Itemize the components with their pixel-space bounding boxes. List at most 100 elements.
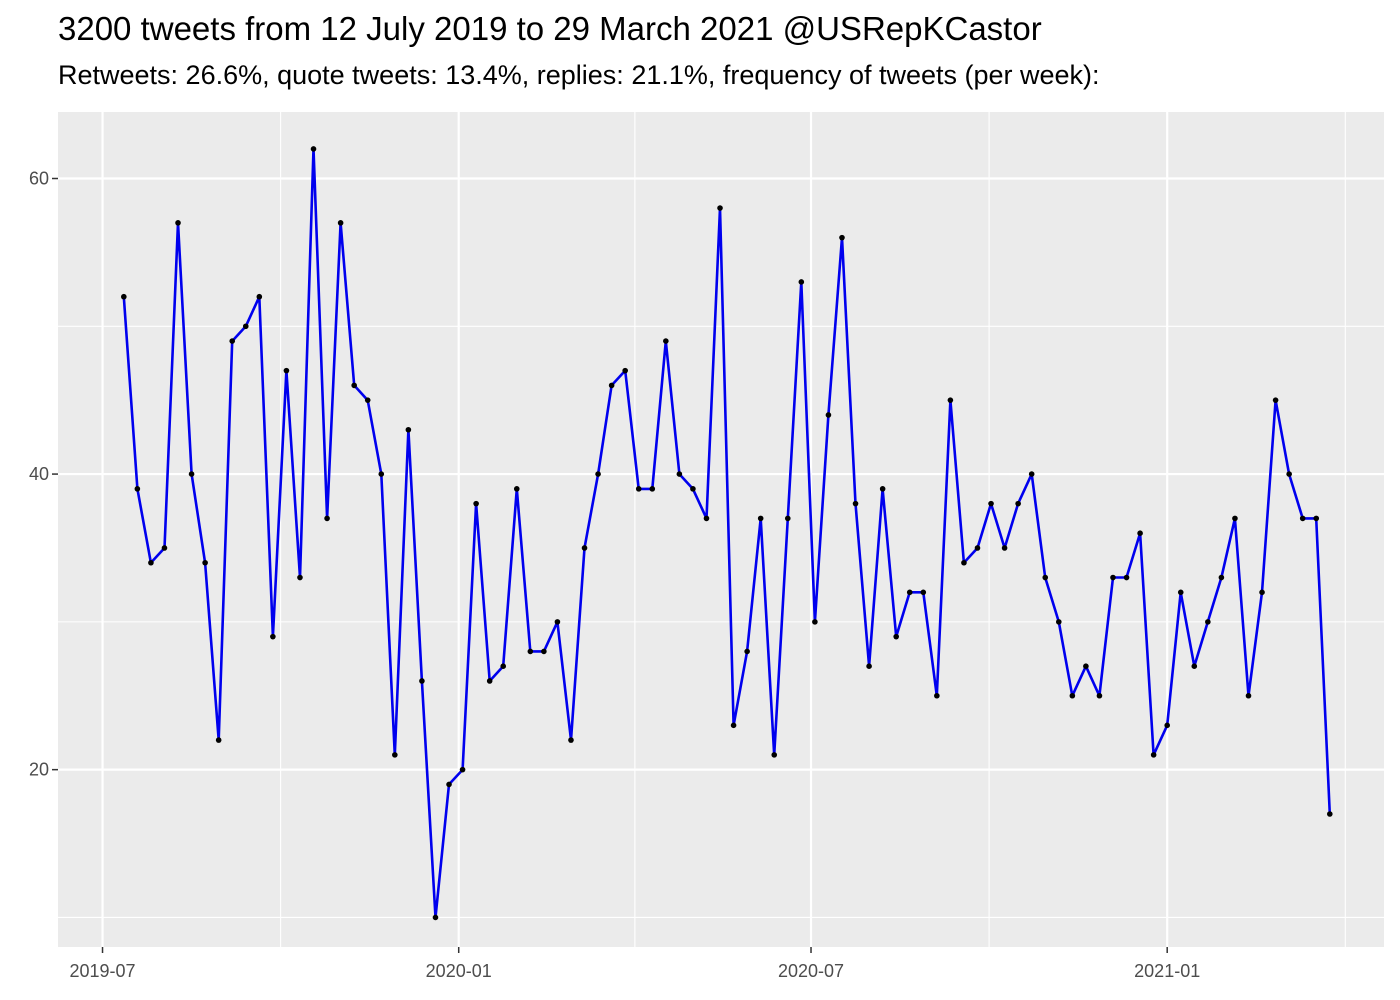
data-point	[1028, 471, 1035, 477]
data-point	[703, 515, 710, 522]
axis-ticks	[52, 177, 1168, 953]
x-axis-labels: 2019-07 2020-01 2020-07 2021-01	[69, 961, 1200, 981]
data-point	[392, 752, 398, 758]
data-point	[500, 663, 507, 670]
data-point	[541, 648, 547, 655]
data-point	[947, 397, 954, 403]
data-point	[310, 146, 317, 152]
data-point	[1313, 515, 1320, 522]
data-point	[1042, 574, 1049, 581]
data-point	[974, 545, 981, 551]
data-point	[595, 471, 601, 477]
data-point	[1110, 574, 1116, 581]
data-point	[690, 486, 696, 492]
data-point	[1177, 589, 1184, 596]
data-points	[121, 146, 1333, 921]
data-point	[134, 486, 141, 492]
data-point	[527, 648, 534, 655]
data-point	[676, 471, 683, 477]
data-point	[771, 752, 778, 758]
data-point	[879, 486, 886, 492]
data-point	[1259, 589, 1265, 596]
data-point	[568, 737, 574, 743]
minor-gridlines	[58, 112, 1384, 947]
data-point	[256, 293, 263, 300]
data-point	[812, 619, 818, 625]
y-tick-label: 20	[29, 760, 49, 780]
data-point	[608, 382, 615, 389]
data-point	[635, 486, 642, 492]
data-point	[825, 412, 832, 418]
data-point	[270, 633, 276, 640]
data-point	[852, 500, 859, 507]
y-axis-labels: 20 40 60	[29, 169, 49, 780]
data-point	[866, 663, 872, 670]
data-point	[1001, 545, 1008, 551]
x-tick-label: 2020-01	[426, 961, 492, 981]
data-point	[161, 545, 168, 551]
data-point	[1245, 692, 1252, 699]
data-point	[337, 220, 344, 226]
data-point	[324, 515, 330, 522]
data-point	[988, 500, 994, 507]
data-point	[1055, 619, 1062, 625]
data-point	[906, 589, 913, 596]
data-point	[378, 471, 385, 477]
data-point	[148, 559, 154, 566]
data-point	[1096, 692, 1103, 699]
data-point	[297, 574, 303, 581]
data-point	[175, 220, 181, 226]
data-point	[839, 234, 845, 241]
data-point	[893, 633, 899, 640]
data-point	[730, 722, 737, 729]
y-tick-label: 40	[29, 464, 49, 484]
data-point	[473, 500, 479, 507]
data-point	[1137, 530, 1143, 536]
data-point	[1164, 722, 1170, 729]
data-point	[188, 471, 195, 477]
data-point	[446, 781, 452, 788]
data-point	[934, 692, 940, 699]
x-tick-label: 2021-01	[1134, 961, 1200, 981]
data-point	[744, 648, 750, 655]
data-point	[920, 589, 927, 596]
data-point	[581, 545, 588, 551]
data-point	[554, 619, 561, 625]
chart-title: 3200 tweets from 12 July 2019 to 29 Marc…	[58, 10, 1042, 47]
data-point	[202, 559, 208, 566]
data-point	[405, 426, 412, 433]
data-point	[784, 515, 791, 522]
data-point	[432, 914, 439, 921]
data-point	[649, 486, 656, 492]
data-point	[1015, 500, 1021, 507]
data-point	[1272, 397, 1279, 403]
data-point	[1286, 471, 1292, 477]
data-point	[1191, 663, 1198, 670]
series-line	[122, 147, 1332, 919]
data-point	[364, 397, 371, 403]
data-point	[1218, 574, 1225, 581]
data-point	[351, 382, 357, 389]
data-point	[1232, 515, 1238, 522]
data-point	[1083, 663, 1089, 670]
data-point	[283, 367, 290, 374]
data-point	[1205, 619, 1211, 625]
data-point	[1299, 515, 1306, 522]
data-point	[757, 515, 764, 522]
x-tick-label: 2019-07	[69, 961, 135, 981]
data-point	[798, 279, 805, 285]
data-point	[459, 766, 466, 773]
data-point	[1150, 752, 1157, 758]
x-tick-label: 2020-07	[778, 961, 844, 981]
data-point	[215, 737, 222, 743]
data-point	[242, 323, 249, 330]
data-point	[486, 678, 493, 684]
y-tick-label: 60	[29, 169, 49, 189]
data-point	[1123, 574, 1130, 581]
data-point	[717, 205, 723, 211]
data-point	[961, 559, 967, 566]
data-point	[419, 678, 425, 684]
data-point	[663, 338, 669, 344]
chart-subtitle: Retweets: 26.6%, quote tweets: 13.4%, re…	[58, 60, 1100, 90]
